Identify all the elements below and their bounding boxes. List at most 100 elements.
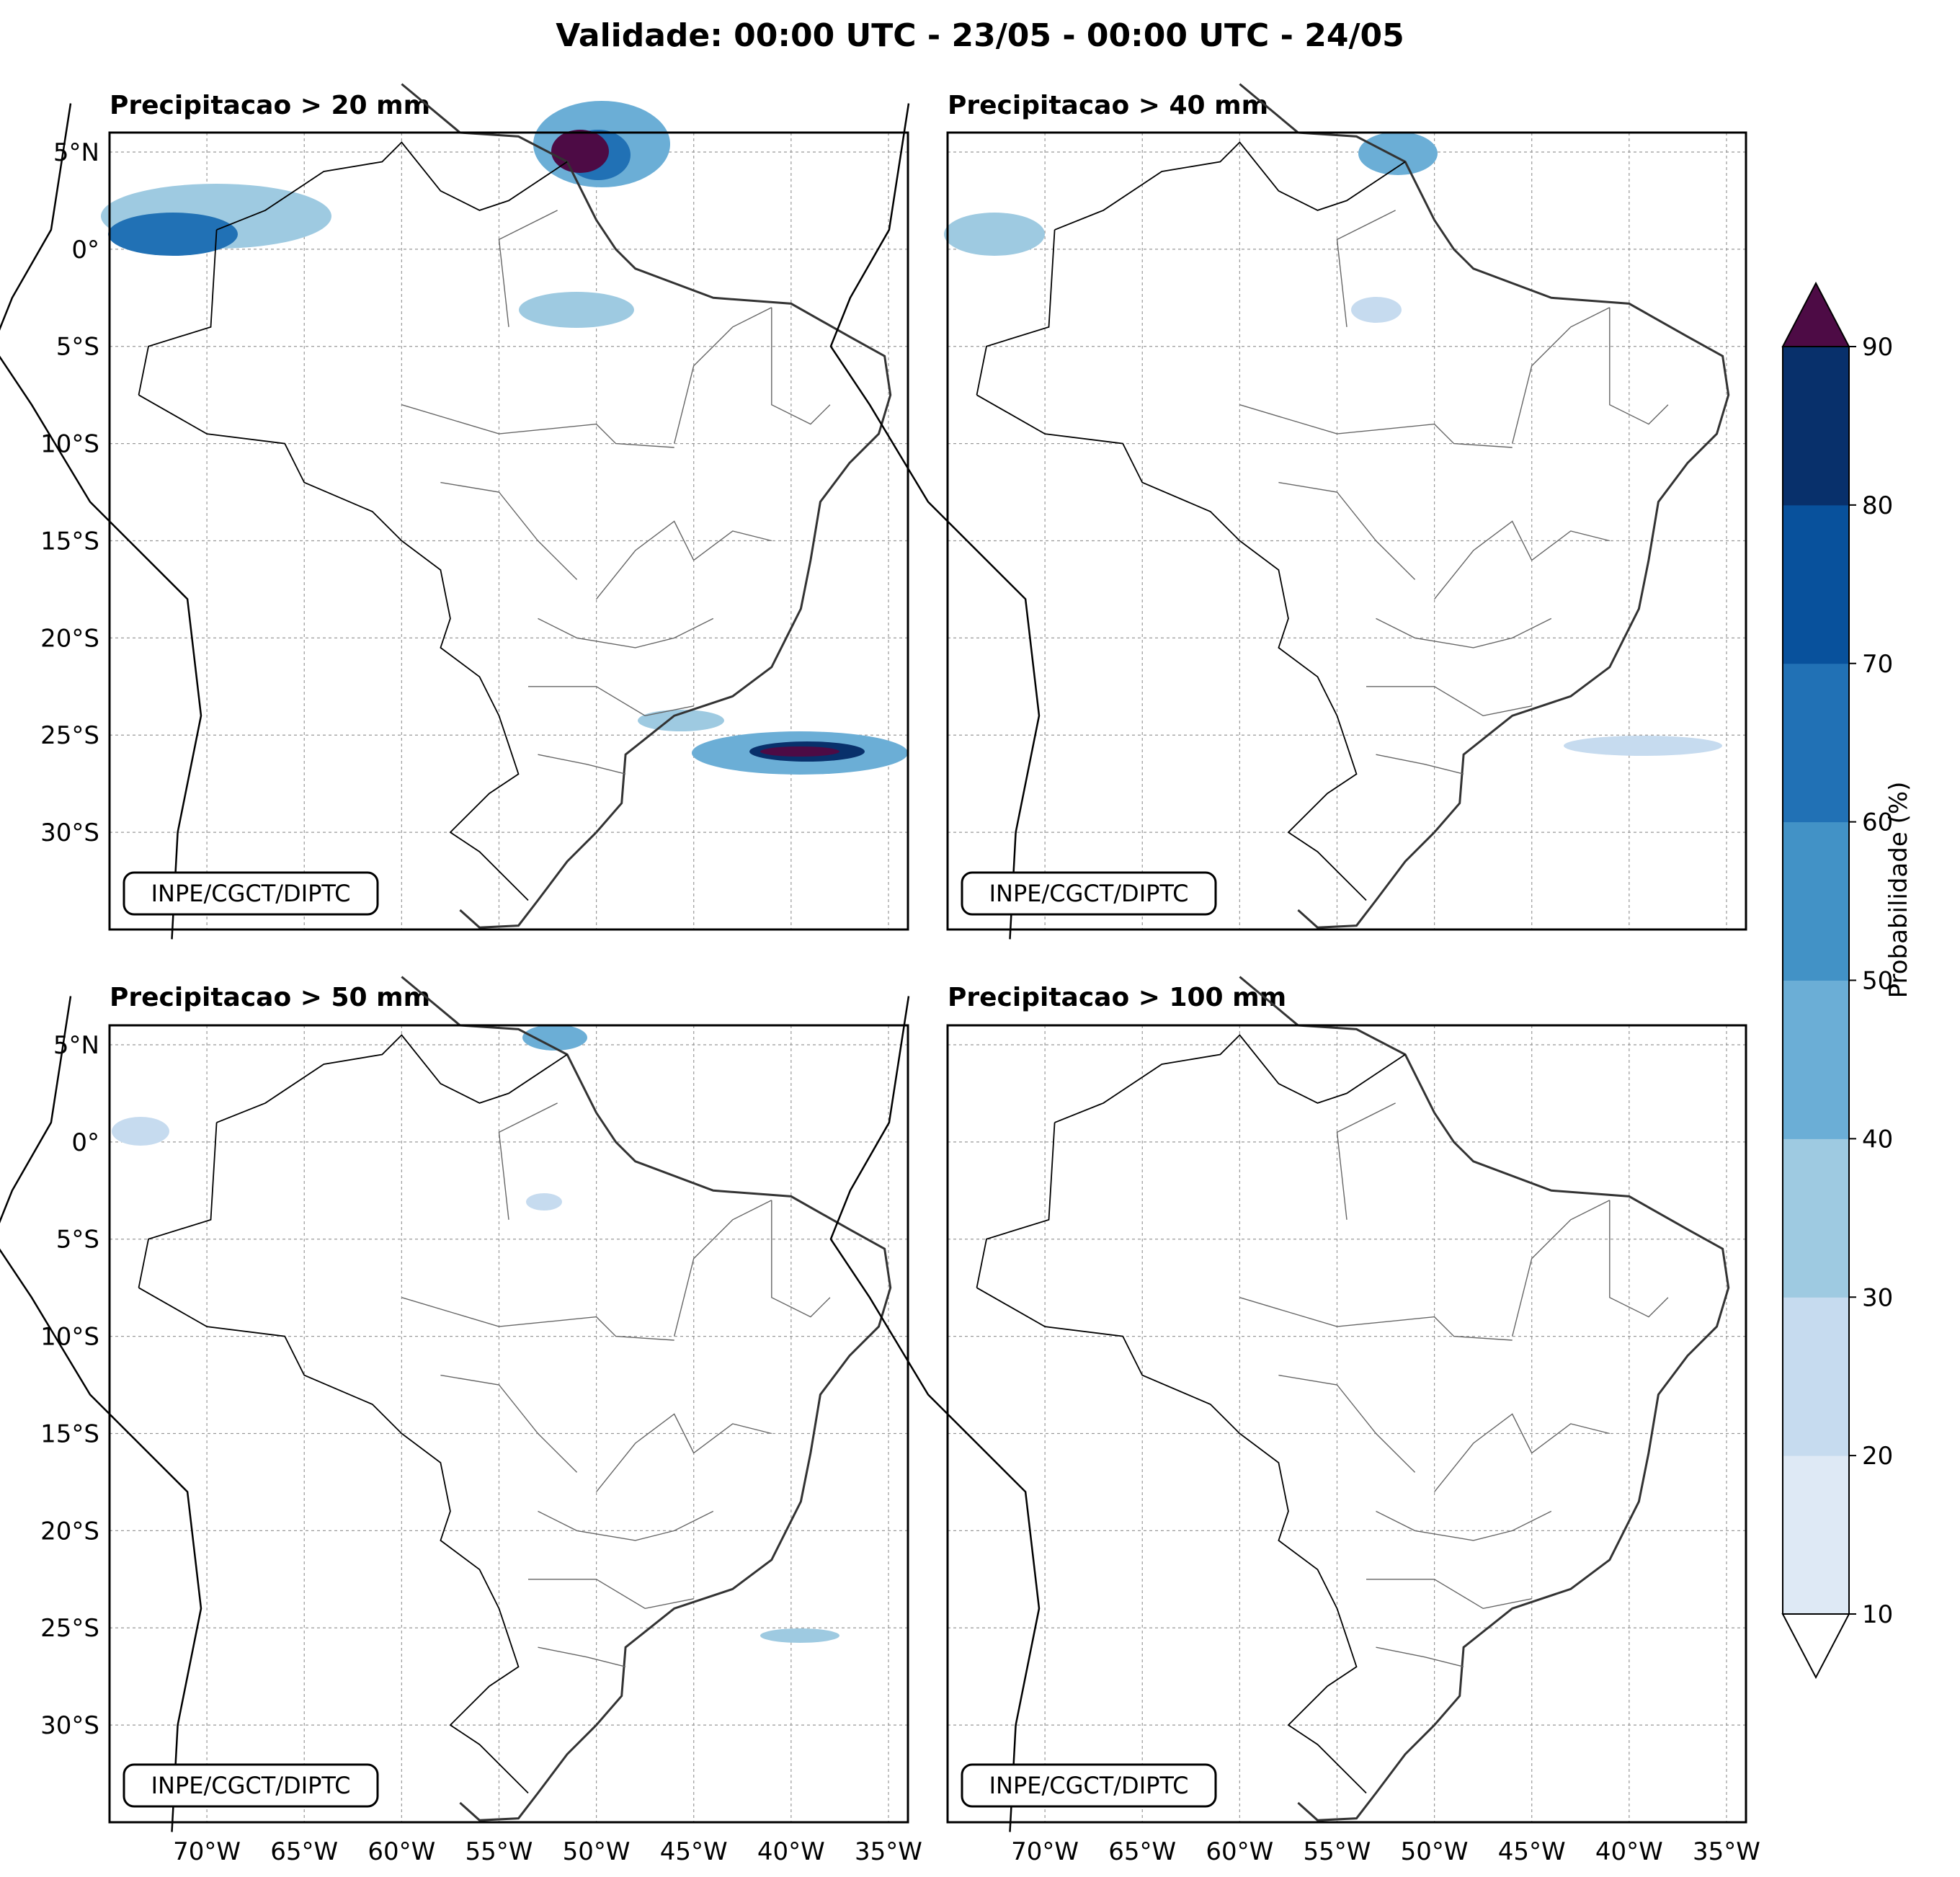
colorbar-tick-label: 80 (1862, 491, 1893, 520)
panel-precip-50mm: Precipitacao > 50 mm 5°N0°5°S10°S15°S20°… (0, 976, 922, 1866)
lat-tick-label: 5°N (53, 138, 99, 167)
lon-tick-label: 45°W (660, 1837, 728, 1866)
panel-precip-40mm: Precipitacao > 40 mm INPE/CGCT/DIPTC (829, 83, 1747, 940)
map-area (0, 83, 909, 940)
map-area (0, 976, 909, 1832)
prob-area-south-atlantic (760, 1628, 839, 1643)
lon-axis-labels: 70°W 65°W 60°W 55°W 50°W 45°W 40°W 35°W (173, 1837, 922, 1866)
lon-tick-label: 50°W (563, 1837, 631, 1866)
country-borders (829, 976, 1730, 1832)
panel-title: Precipitacao > 20 mm (110, 91, 430, 120)
credit-label: INPE/CGCT/DIPTC (989, 1772, 1189, 1799)
gridlines (110, 1025, 908, 1822)
colorbar-tick-label: 50 (1862, 967, 1893, 996)
lon-axis-labels: 70°W 65°W 60°W 55°W 50°W 45°W 40°W 35°W (1011, 1837, 1760, 1866)
prob-area-equatorial-band (112, 1117, 169, 1146)
prob-area-north-atlantic (522, 1025, 587, 1051)
colorbar-extend-max (1781, 281, 1850, 347)
lon-tick-label: 55°W (466, 1837, 533, 1866)
prob-area-amazon-mouth (526, 1193, 562, 1211)
precip-probability-shading (944, 132, 1722, 756)
lat-tick-label: 20°S (40, 624, 99, 653)
colorbar: 10 20 30 40 50 60 70 80 90 (1781, 281, 1893, 1680)
map-area (829, 83, 1747, 940)
lon-tick-label: 55°W (1304, 1837, 1371, 1866)
colorbar-tick-label: 20 (1862, 1442, 1893, 1471)
panel-title: Precipitacao > 100 mm (948, 983, 1286, 1012)
lat-axis-labels: 5°N0°5°S10°S15°S20°S25°S30°S (40, 138, 99, 847)
map-frame (108, 1024, 909, 1824)
credit-box: INPE/CGCT/DIPTC (122, 871, 379, 916)
figure-title: Validade: 00:00 UTC - 23/05 - 00:00 UTC … (556, 17, 1404, 54)
prob-area-equatorial-band (944, 213, 1045, 256)
lon-tick-label: 60°W (1206, 1837, 1273, 1866)
panel-title: Precipitacao > 50 mm (110, 983, 430, 1012)
colorbar-segment (1783, 980, 1849, 1139)
colorbar-tick-label: 70 (1862, 650, 1893, 679)
map-area (829, 976, 1747, 1832)
lat-tick-label: 30°S (40, 819, 99, 847)
credit-box: INPE/CGCT/DIPTC (961, 871, 1217, 916)
prob-area-southeast-coast (638, 710, 724, 731)
prob-area-south-atlantic (1564, 736, 1722, 756)
lon-tick-label: 35°W (1693, 1837, 1760, 1866)
colorbar-tick-label: 30 (1862, 1283, 1893, 1312)
lat-tick-label: 15°S (40, 1419, 99, 1448)
gridlines (948, 1025, 1746, 1822)
lon-tick-label: 65°W (270, 1837, 338, 1866)
lon-tick-label: 70°W (1011, 1837, 1079, 1866)
lat-tick-label: 20°S (40, 1517, 99, 1546)
colorbar-tick-label: 60 (1862, 808, 1893, 837)
credit-label: INPE/CGCT/DIPTC (151, 1772, 351, 1799)
colorbar-label: Probabilidade (%) (1884, 782, 1913, 999)
credit-box: INPE/CGCT/DIPTC (122, 1763, 379, 1808)
lat-tick-label: 5°N (53, 1031, 99, 1060)
lon-tick-label: 60°W (368, 1837, 435, 1866)
lat-tick-label: 0° (71, 1128, 99, 1157)
prob-area-north-atlantic (1358, 132, 1438, 175)
map-frame (946, 1024, 1747, 1824)
colorbar-extend-min (1781, 1613, 1850, 1680)
lon-tick-label: 70°W (173, 1837, 241, 1866)
colorbar-segment (1783, 1138, 1849, 1298)
lon-tick-label: 35°W (855, 1837, 922, 1866)
lat-tick-label: 5°S (56, 333, 99, 362)
prob-area-amazon-mouth (519, 292, 634, 328)
colorbar-segment (1783, 504, 1849, 664)
country-borders (829, 83, 1730, 940)
panel-precip-20mm: Precipitacao > 20 mm 5°N0°5°S10°S15°S20°… (0, 83, 909, 940)
colorbar-tick-label: 90 (1862, 333, 1893, 362)
lat-tick-label: 25°S (40, 1614, 99, 1643)
credit-box: INPE/CGCT/DIPTC (961, 1763, 1217, 1808)
lon-tick-label: 40°W (1595, 1837, 1663, 1866)
map-frame (108, 131, 909, 931)
lat-tick-label: 25°S (40, 721, 99, 750)
panel-precip-100mm: Precipitacao > 100 mm 70°W 65°W 60°W 55°W 50… (829, 976, 1760, 1866)
colorbar-segment (1783, 663, 1849, 823)
colorbar-segment (1783, 1297, 1849, 1456)
credit-label: INPE/CGCT/DIPTC (151, 880, 351, 907)
lat-tick-label: 5°S (56, 1226, 99, 1254)
colorbar-segment (1783, 821, 1849, 981)
lat-axis-labels: 5°N0°5°S10°S15°S20°S25°S30°S (40, 1031, 99, 1740)
colorbar-tick-label: 10 (1862, 1600, 1893, 1629)
lon-tick-label: 45°W (1498, 1837, 1566, 1866)
panel-title: Precipitacao > 40 mm (948, 91, 1268, 120)
precip-probability-shading (112, 1025, 839, 1643)
gridlines (948, 133, 1746, 929)
colorbar-tick-label: 40 (1862, 1125, 1893, 1154)
lat-tick-label: 15°S (40, 527, 99, 556)
lat-tick-label: 0° (71, 236, 99, 264)
prob-area-south-atlantic-peak (760, 746, 839, 757)
colorbar-segment (1783, 347, 1849, 506)
map-frame (946, 131, 1747, 931)
lat-tick-label: 30°S (40, 1711, 99, 1740)
prob-area-amazon-mouth (1351, 297, 1402, 323)
credit-label: INPE/CGCT/DIPTC (989, 880, 1189, 907)
colorbar-segment (1783, 1455, 1849, 1615)
gridlines (110, 133, 908, 929)
precip-probability-shading (101, 101, 908, 775)
lon-tick-label: 65°W (1108, 1837, 1176, 1866)
lon-tick-label: 40°W (757, 1837, 825, 1866)
